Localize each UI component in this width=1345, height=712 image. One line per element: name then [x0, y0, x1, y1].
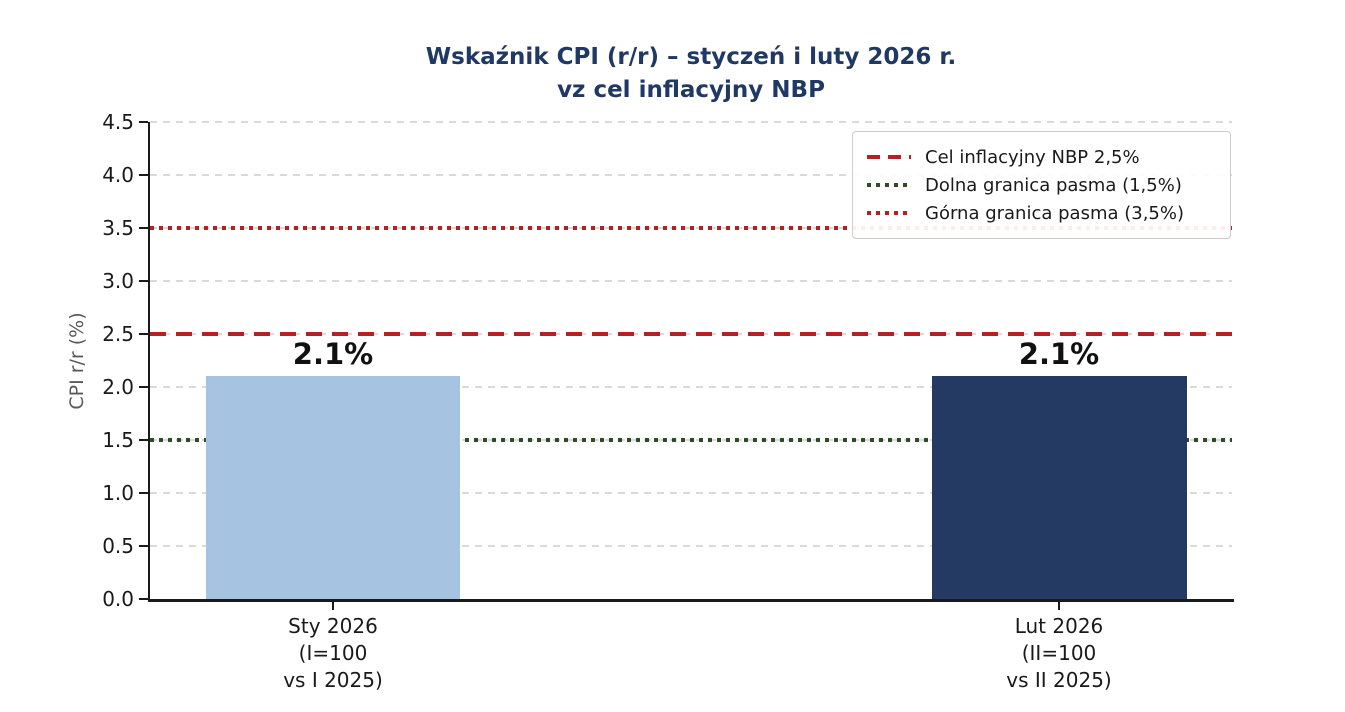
y-tick-label: 4.0: [102, 163, 134, 187]
y-tick-mark: [139, 227, 148, 229]
y-tick-label: 1.5: [102, 428, 134, 452]
reference-line-dolna-granica: [150, 438, 1232, 442]
gridline: [150, 121, 1232, 123]
y-tick-mark: [139, 545, 148, 547]
legend-dashed-line-icon: [867, 155, 911, 159]
y-tick-mark: [139, 598, 148, 600]
y-tick-mark: [139, 386, 148, 388]
y-tick-label: 3.5: [102, 216, 134, 240]
y-tick-label: 4.5: [102, 110, 134, 134]
legend-label: Cel inflacyjny NBP 2,5%: [925, 146, 1140, 168]
y-tick-label: 2.5: [102, 322, 134, 346]
y-tick-mark: [139, 174, 148, 176]
y-axis-spine: [148, 122, 150, 601]
y-axis-label: CPI r/r (%): [66, 312, 88, 410]
gridline: [150, 545, 1232, 547]
chart-title-line1: Wskaźnik CPI (r/r) – styczeń i luty 2026…: [425, 44, 957, 70]
y-tick-mark: [139, 121, 148, 123]
bar-value-label-sty: 2.1%: [292, 337, 374, 372]
chart-title-line2: vz cel inflacyjny NBP: [557, 77, 825, 103]
gridline: [150, 280, 1232, 282]
chart-title: Wskaźnik CPI (r/r) – styczeń i luty 2026…: [150, 41, 1232, 107]
legend-item-dolna-granica: Dolna granica pasma (1,5%): [867, 172, 1216, 198]
x-tick-label-lut: Lut 2026 (II=100 vs II 2025): [1006, 614, 1112, 692]
legend-item-cel-inflacyjny: Cel inflacyjny NBP 2,5%: [867, 144, 1216, 170]
reference-line-cel-inflacyjny: [150, 332, 1232, 336]
y-tick-label: 0.5: [102, 534, 134, 558]
legend-label: Górna granica pasma (3,5%): [925, 202, 1185, 224]
x-tick-label-sty: Sty 2026 (I=100 vs I 2025): [283, 614, 383, 692]
legend-dotted-line-icon: [867, 183, 911, 187]
reference-line-gorna-granica: [150, 226, 1232, 230]
legend-dotted-line-icon: [867, 211, 911, 215]
y-tick-mark: [139, 280, 148, 282]
legend: Cel inflacyjny NBP 2,5% Dolna granica pa…: [852, 131, 1231, 239]
y-tick-label: 3.0: [102, 269, 134, 293]
y-tick-mark: [139, 439, 148, 441]
legend-item-gorna-granica: Górna granica pasma (3,5%): [867, 200, 1216, 226]
bar-value-label-lut: 2.1%: [1018, 337, 1100, 372]
y-tick-label: 0.0: [102, 587, 134, 611]
gridline: [150, 492, 1232, 494]
bar-sty-2026: [206, 376, 460, 599]
x-axis-spine: [148, 599, 1234, 602]
x-tick-mark-lut: [1058, 601, 1060, 610]
y-tick-mark: [139, 333, 148, 335]
x-tick-mark-sty: [332, 601, 334, 610]
y-tick-label: 2.0: [102, 375, 134, 399]
gridline: [150, 174, 1232, 176]
gridline: [150, 386, 1232, 388]
legend-label: Dolna granica pasma (1,5%): [925, 174, 1182, 196]
bar-lut-2026: [932, 376, 1187, 599]
y-tick-label: 1.0: [102, 481, 134, 505]
y-tick-mark: [139, 492, 148, 494]
